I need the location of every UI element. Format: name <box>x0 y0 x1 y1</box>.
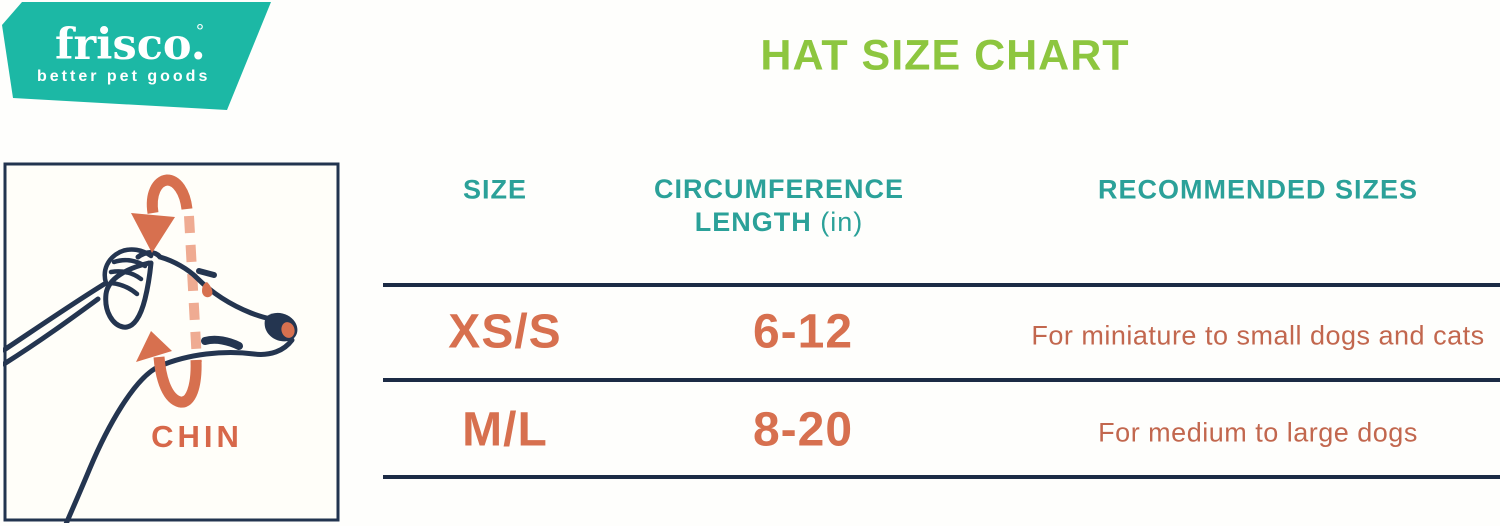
table-divider <box>383 378 1500 382</box>
table-row-1-recommended: For miniature to small dogs and cats <box>1031 320 1485 351</box>
arm-line <box>3 280 109 353</box>
table-row-2-circumference: 8-20 <box>752 403 854 457</box>
column-header-circumference: CIRCUMFERENCE LENGTH (in) <box>654 173 904 239</box>
column-header-circumference-line2: LENGTH (in) <box>694 207 864 237</box>
table-row-2-size: M/L <box>462 403 548 457</box>
logo-registered-mark: ° <box>196 21 204 43</box>
arm-line <box>3 296 101 367</box>
logo-banner-shape <box>2 2 271 110</box>
column-header-size: SIZE <box>462 174 528 205</box>
table-row-1-circumference: 6-12 <box>752 305 854 359</box>
dog-head-line <box>135 250 274 322</box>
table-divider <box>383 283 1500 287</box>
measure-arrowhead-top-icon <box>131 213 175 253</box>
measure-arrow-top-icon <box>146 174 193 214</box>
dog-ear-line <box>103 260 154 330</box>
dog-eye-icon <box>196 268 217 278</box>
table-divider <box>383 475 1500 479</box>
table-row-2-recommended: For medium to large dogs <box>1098 417 1418 448</box>
measure-dot-icon <box>202 282 213 298</box>
frisco-logo: frisco. ° better pet goods <box>2 2 271 110</box>
dog-measurement-illustration: CHIN <box>3 162 340 523</box>
illustration-border <box>3 162 340 522</box>
logo-tagline: better pet goods <box>37 68 210 85</box>
dog-mouth-line <box>201 335 243 350</box>
table-row-1-size: XS/S <box>448 305 562 359</box>
page-title: HAT SIZE CHART <box>760 31 1130 80</box>
measure-arrowhead-bottom-icon <box>136 331 172 362</box>
dog-nose-highlight <box>281 322 295 338</box>
chin-label: CHIN <box>151 419 243 454</box>
column-header-circumference-line1: CIRCUMFERENCE <box>653 174 905 204</box>
logo-brand-text: frisco. <box>55 20 206 70</box>
column-header-recommended: RECOMMENDED SIZES <box>1097 174 1419 205</box>
measure-dashed-line-icon <box>184 215 202 363</box>
measure-arrow-bottom-icon <box>153 356 202 408</box>
column-header-unit: (in) <box>820 207 864 237</box>
